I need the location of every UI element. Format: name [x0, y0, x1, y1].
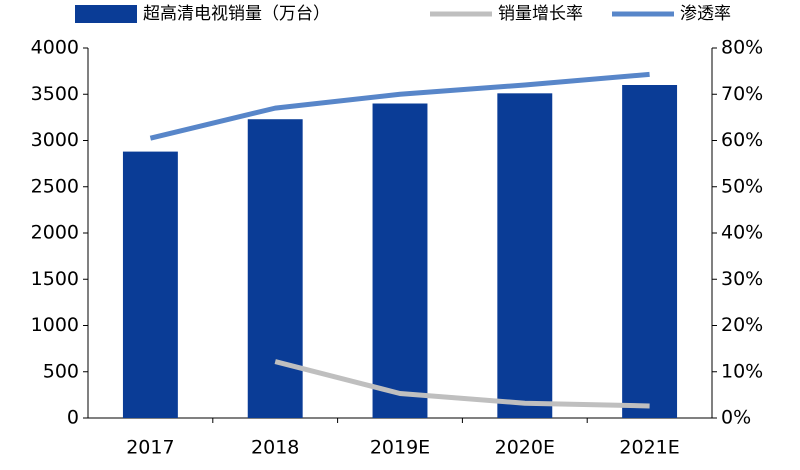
legend-label: 渗透率: [680, 4, 731, 24]
y2-tick-label: 30%: [721, 268, 763, 290]
y2-tick-label: 60%: [721, 129, 763, 151]
legend-label: 超高清电视销量（万台）: [143, 4, 330, 24]
y-tick-label: 1000: [31, 314, 79, 336]
bar: [497, 93, 553, 418]
x-tick-label: 2018: [251, 437, 299, 459]
x-tick-label: 2020E: [495, 437, 555, 459]
legend-swatch: [75, 5, 137, 23]
legend-label: 销量增长率: [498, 4, 583, 24]
y2-tick-label: 50%: [721, 175, 763, 197]
y-tick-label: 2500: [31, 175, 79, 197]
line: [274, 359, 650, 409]
bar: [622, 85, 678, 418]
bar: [372, 103, 428, 418]
y-tick-label: 3500: [31, 83, 79, 105]
line: [149, 71, 650, 141]
x-tick-label: 2021E: [619, 437, 679, 459]
bar: [247, 119, 303, 418]
y-tick-label: 2000: [31, 222, 79, 244]
y2-tick-label: 70%: [721, 83, 763, 105]
bar: [122, 151, 178, 418]
x-tick-label: 2019E: [370, 437, 430, 459]
y-tick-label: 3000: [31, 129, 79, 151]
y2-tick-label: 80%: [721, 37, 763, 59]
y-tick-label: 0: [67, 407, 79, 429]
y-tick-label: 4000: [31, 37, 79, 59]
y-tick-label: 500: [43, 360, 79, 382]
y-tick-label: 1500: [31, 268, 79, 290]
y2-tick-label: 20%: [721, 314, 763, 336]
y2-tick-label: 40%: [721, 222, 763, 244]
y2-tick-label: 0%: [721, 407, 751, 429]
x-tick-label: 2017: [126, 437, 174, 459]
y2-tick-label: 10%: [721, 360, 763, 382]
